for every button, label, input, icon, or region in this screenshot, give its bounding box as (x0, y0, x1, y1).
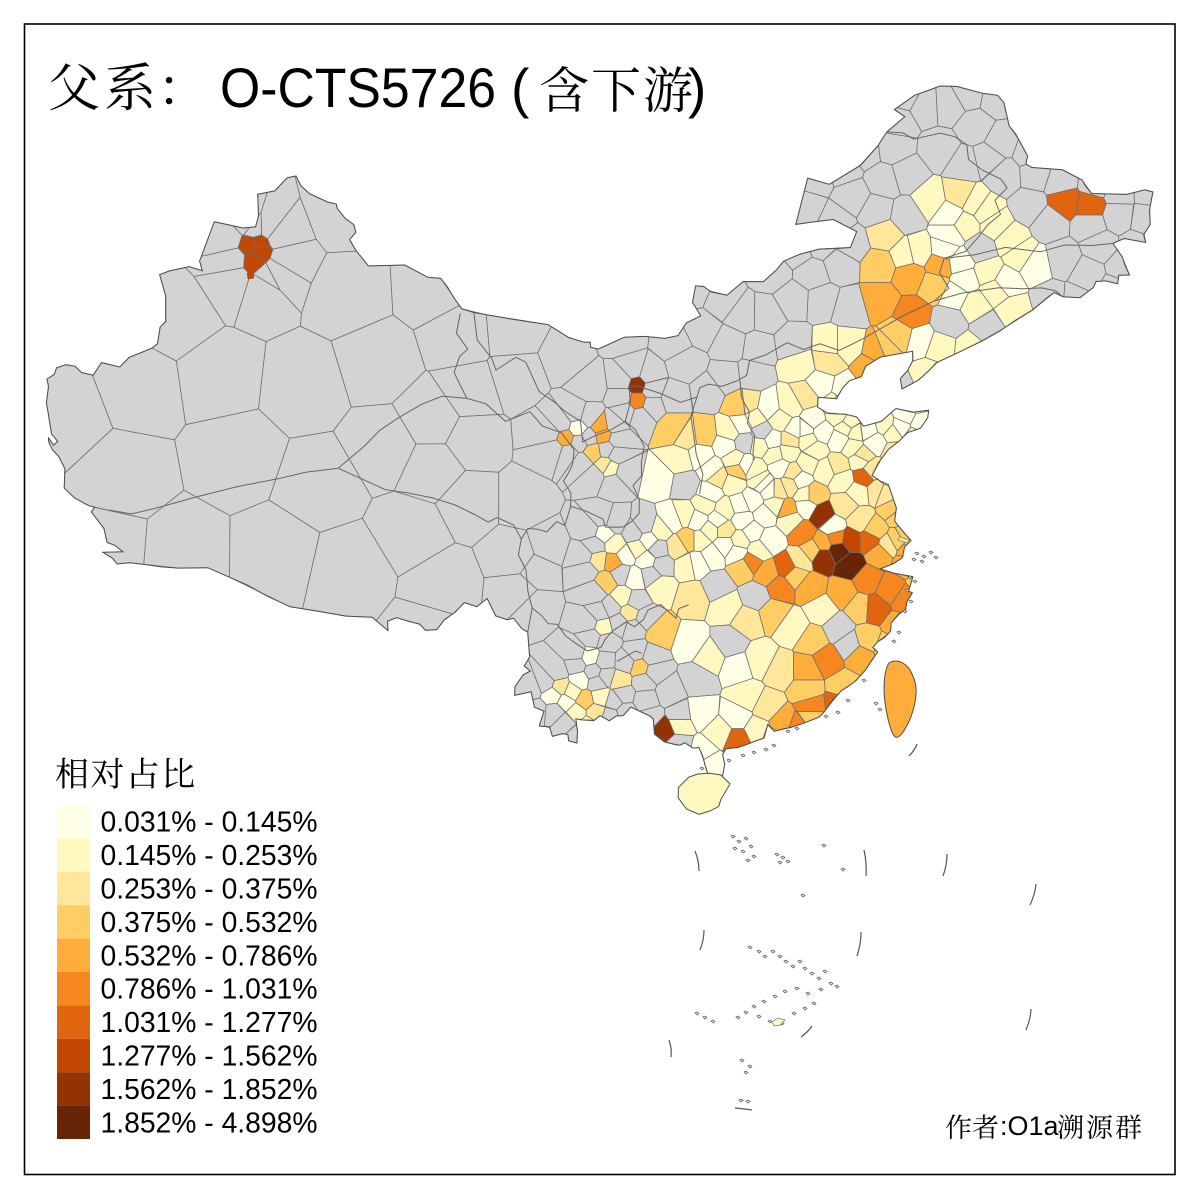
svg-text::O1a: :O1a (1000, 1111, 1060, 1141)
svg-text:1.277% - 1.562%: 1.277% - 1.562% (101, 1041, 318, 1073)
svg-text:0.145% - 0.253%: 0.145% - 0.253% (101, 840, 318, 872)
svg-text:1.031% - 1.277%: 1.031% - 1.277% (101, 1007, 318, 1039)
svg-text:1.562% - 1.852%: 1.562% - 1.852% (101, 1074, 318, 1106)
svg-text:): ) (688, 57, 706, 119)
svg-text:0.253% - 0.375%: 0.253% - 0.375% (101, 874, 318, 906)
svg-text:(: ( (511, 57, 529, 119)
svg-text:O-CTS5726: O-CTS5726 (220, 57, 496, 119)
svg-text:0.375% - 0.532%: 0.375% - 0.532% (101, 907, 318, 939)
svg-text:0.031% - 0.145%: 0.031% - 0.145% (101, 807, 318, 839)
svg-text:0.786% - 1.031%: 0.786% - 1.031% (101, 974, 318, 1006)
svg-text:1.852% - 4.898%: 1.852% - 4.898% (101, 1107, 318, 1139)
svg-text:0.532% - 0.786%: 0.532% - 0.786% (101, 940, 318, 972)
